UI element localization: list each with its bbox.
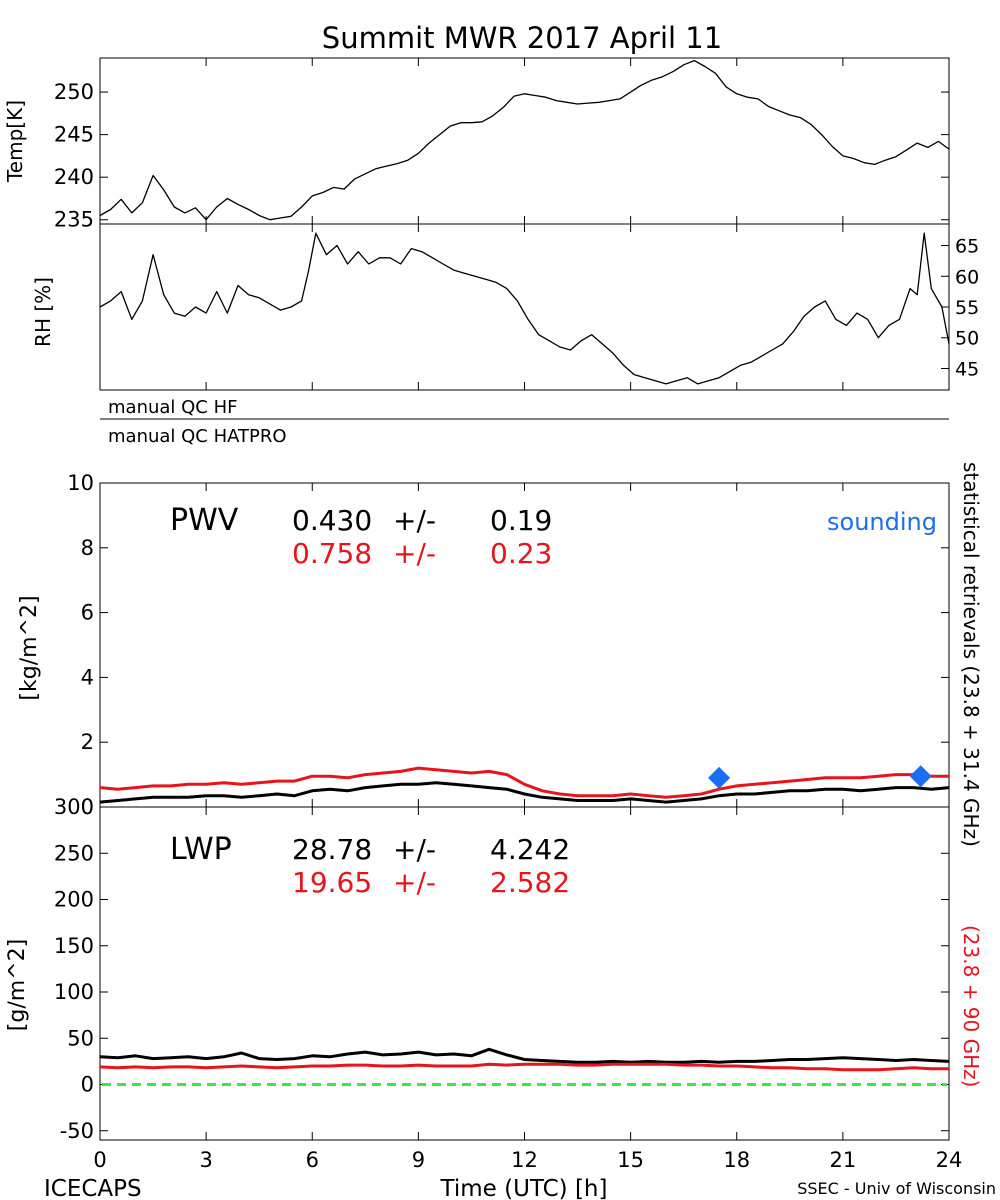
rh-ytick-label: 65 <box>955 236 979 258</box>
axes-ticks: 23524024525045505560650246810-5005010015… <box>54 58 979 1172</box>
rh-ytick-label: 60 <box>955 266 979 288</box>
pwv-ytick-label: 2 <box>81 730 94 754</box>
pwv-ytick-label: 4 <box>81 665 94 689</box>
lwp-ytick-label: 200 <box>54 888 94 912</box>
xtick-label: 12 <box>511 1148 538 1172</box>
x-axis-title: Time (UTC) [h] <box>440 1176 608 1200</box>
pwv-ytick-label: 8 <box>81 536 94 560</box>
pwv-series-1 <box>99 766 949 799</box>
xtick-label: 24 <box>936 1148 963 1172</box>
xtick-label: 9 <box>412 1148 425 1172</box>
lwp-ytick-label: 0 <box>81 1073 94 1097</box>
lwp-ytick-label: 50 <box>67 1026 94 1050</box>
footer-right: SSEC - Univ of Wisconsin <box>797 1179 996 1198</box>
rh-ytick-label: 45 <box>955 358 979 380</box>
rh-ylabel: RH [%] <box>31 277 55 347</box>
pwv-stat-red-mean: 0.758 <box>292 537 372 570</box>
side-label-red: (23.8 + 90 GHz) <box>959 925 983 1087</box>
temperature-ytick-label: 235 <box>54 208 94 232</box>
xtick-label: 0 <box>93 1148 106 1172</box>
pwv-ytick-label: 6 <box>81 601 94 625</box>
qc-hf-label: manual QC HF <box>108 397 237 418</box>
pwv-stat-black-pm: +/- <box>393 504 436 537</box>
pwv-ytick-label: 0 <box>81 795 94 819</box>
rh-ytick-label: 55 <box>955 297 979 319</box>
lwp-series-1 <box>99 1062 949 1072</box>
lwp-stat-black-pm: +/- <box>393 833 436 866</box>
xtick-label: 15 <box>617 1148 644 1172</box>
temperature-ytick-label: 240 <box>54 165 94 189</box>
sounding-marker <box>708 766 731 789</box>
lwp-stat-red-sd: 2.582 <box>490 866 570 899</box>
temperature-series-0 <box>99 59 950 221</box>
lwp-ytick-label: 300 <box>54 795 94 819</box>
xtick-label: 21 <box>830 1148 857 1172</box>
xtick-label: 3 <box>199 1148 212 1172</box>
lwp-ytick-label: 250 <box>54 841 94 865</box>
sounding-marker <box>909 765 932 788</box>
sounding-legend: sounding <box>827 508 937 536</box>
xtick-label: 6 <box>306 1148 319 1172</box>
temperature-ytick-label: 250 <box>54 80 94 104</box>
pwv-series-0 <box>99 781 950 804</box>
side-label-black: statistical retrievals (23.8 + 31.4 GHz) <box>959 462 983 847</box>
pwv-stat-black-mean: 0.430 <box>292 504 372 537</box>
rh-ytick-label: 50 <box>955 328 979 350</box>
pwv-ylabel: [kg/m^2] <box>17 595 42 700</box>
temp-ylabel: Temp[K] <box>3 100 27 183</box>
lwp-ytick-label: -50 <box>60 1119 94 1143</box>
qc-hatpro-label: manual QC HATPRO <box>108 426 287 447</box>
footer-left: ICECAPS <box>44 1176 142 1200</box>
lwp-stat-red-pm: +/- <box>393 866 436 899</box>
chart-title: Summit MWR 2017 April 11 <box>322 21 722 55</box>
lwp-ytick-label: 150 <box>54 934 94 958</box>
rh-series-0 <box>99 232 950 385</box>
pwv-label: PWV <box>170 503 239 538</box>
series-lines <box>99 59 950 1086</box>
temperature-ytick-label: 245 <box>54 123 94 147</box>
rh-panel-frame <box>99 223 950 391</box>
lwp-stat-red-mean: 19.65 <box>292 866 372 899</box>
lwp-series-0 <box>99 1047 950 1064</box>
xtick-label: 18 <box>723 1148 750 1172</box>
pwv-stat-black-sd: 0.19 <box>490 504 552 537</box>
lwp-label: LWP <box>170 832 232 867</box>
lwp-ytick-label: 100 <box>54 980 94 1004</box>
pwv-stat-red-pm: +/- <box>393 537 436 570</box>
lwp-stat-black-mean: 28.78 <box>292 833 372 866</box>
lwp-stat-black-sd: 4.242 <box>490 833 570 866</box>
pwv-ytick-label: 10 <box>67 471 94 495</box>
lwp-ylabel: [g/m^2] <box>5 939 30 1031</box>
pwv-stat-red-sd: 0.23 <box>490 537 552 570</box>
